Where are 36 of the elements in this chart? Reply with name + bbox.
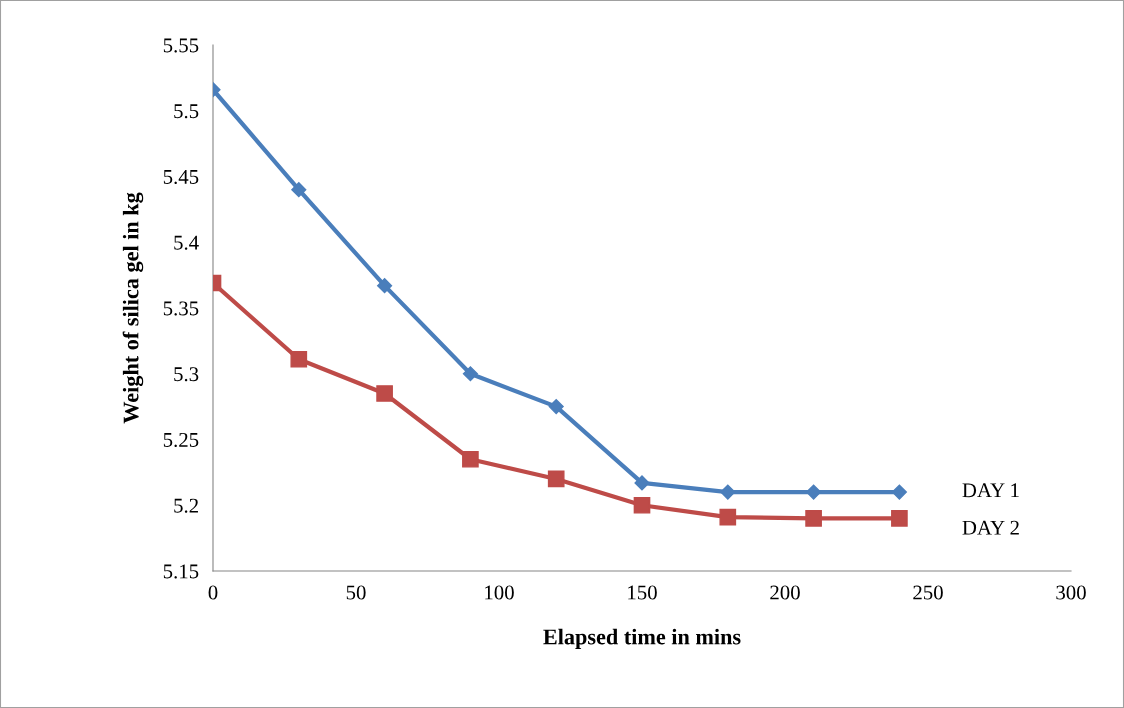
point	[547, 470, 565, 488]
point	[377, 278, 393, 294]
point	[719, 508, 737, 526]
text: DAY 1	[962, 483, 1019, 498]
y-tick-label: 5.15	[163, 564, 199, 579]
point	[891, 484, 907, 500]
point	[290, 350, 308, 368]
point	[548, 399, 564, 415]
y-tick-label: 5.45	[163, 170, 199, 185]
x-tick-label: 200	[770, 585, 800, 600]
point	[806, 484, 822, 500]
point	[462, 450, 479, 468]
y-tick-label: 5.2	[174, 498, 198, 513]
x-axis-title: Elapsed time in mins	[543, 628, 741, 649]
x-tick-label: 0	[208, 585, 218, 600]
point	[634, 475, 650, 491]
point	[462, 366, 478, 382]
point	[891, 510, 908, 527]
y-tick-label: 5.35	[163, 301, 199, 316]
y-tick-label: 5.25	[163, 432, 199, 448]
x-tick-label: 300	[1056, 585, 1086, 600]
x-tick-label: 50	[346, 585, 366, 600]
x-tick-label: 100	[485, 585, 514, 600]
x-tick-label: 150	[628, 585, 657, 600]
y-axis-title: Weight of silica gel in kg	[122, 192, 144, 424]
x-tick-label: 250	[913, 585, 943, 600]
point	[720, 484, 736, 500]
point	[291, 182, 307, 198]
point	[633, 496, 651, 514]
y-tick-label: 5.5	[174, 104, 199, 119]
y-tick-label: 5.3	[174, 367, 199, 382]
text: DAY 2	[962, 520, 1019, 535]
point	[376, 385, 393, 402]
y-tick-label: 5.4	[174, 235, 199, 250]
y-tick-label: 5.55	[163, 38, 199, 53]
point	[805, 510, 822, 527]
